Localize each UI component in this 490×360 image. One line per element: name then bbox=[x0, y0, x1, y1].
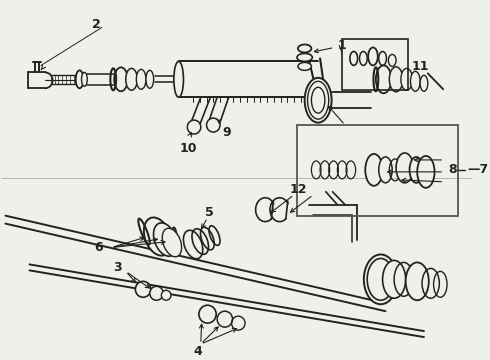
Ellipse shape bbox=[146, 70, 154, 88]
Ellipse shape bbox=[406, 262, 429, 300]
Text: 1: 1 bbox=[338, 39, 346, 52]
Text: 5: 5 bbox=[205, 206, 213, 219]
Circle shape bbox=[217, 311, 233, 327]
Ellipse shape bbox=[383, 260, 406, 298]
Text: 8: 8 bbox=[448, 163, 457, 176]
Bar bbox=[342, 39, 408, 90]
Ellipse shape bbox=[420, 75, 428, 91]
Ellipse shape bbox=[162, 228, 182, 257]
Ellipse shape bbox=[365, 154, 383, 186]
Ellipse shape bbox=[153, 223, 177, 256]
Ellipse shape bbox=[298, 45, 312, 53]
Ellipse shape bbox=[411, 71, 420, 91]
Ellipse shape bbox=[364, 255, 397, 304]
Text: 10: 10 bbox=[180, 143, 197, 156]
Ellipse shape bbox=[174, 62, 183, 97]
Circle shape bbox=[150, 286, 163, 300]
Circle shape bbox=[135, 282, 151, 297]
Ellipse shape bbox=[76, 70, 83, 88]
Ellipse shape bbox=[396, 153, 414, 183]
Ellipse shape bbox=[390, 67, 403, 92]
Ellipse shape bbox=[379, 157, 392, 183]
Ellipse shape bbox=[410, 157, 423, 183]
Text: 9: 9 bbox=[222, 126, 231, 139]
Text: 11: 11 bbox=[412, 60, 429, 73]
Circle shape bbox=[187, 120, 201, 134]
Ellipse shape bbox=[376, 66, 391, 93]
Ellipse shape bbox=[81, 72, 87, 86]
Ellipse shape bbox=[368, 48, 378, 66]
Ellipse shape bbox=[298, 62, 312, 70]
Ellipse shape bbox=[136, 69, 146, 89]
Text: 12: 12 bbox=[289, 183, 307, 196]
Text: —7: —7 bbox=[467, 163, 489, 176]
Circle shape bbox=[207, 118, 220, 132]
Ellipse shape bbox=[114, 67, 128, 91]
Ellipse shape bbox=[126, 68, 137, 90]
Text: 6: 6 bbox=[94, 241, 102, 254]
Text: 3: 3 bbox=[113, 261, 122, 274]
Text: 4: 4 bbox=[193, 345, 202, 357]
Ellipse shape bbox=[297, 53, 312, 62]
Bar bbox=[297, 125, 458, 216]
Ellipse shape bbox=[401, 68, 413, 90]
Text: 2: 2 bbox=[92, 18, 101, 31]
Ellipse shape bbox=[417, 156, 435, 188]
Circle shape bbox=[161, 290, 171, 300]
Ellipse shape bbox=[144, 217, 171, 256]
Circle shape bbox=[199, 305, 216, 323]
Ellipse shape bbox=[305, 78, 332, 123]
